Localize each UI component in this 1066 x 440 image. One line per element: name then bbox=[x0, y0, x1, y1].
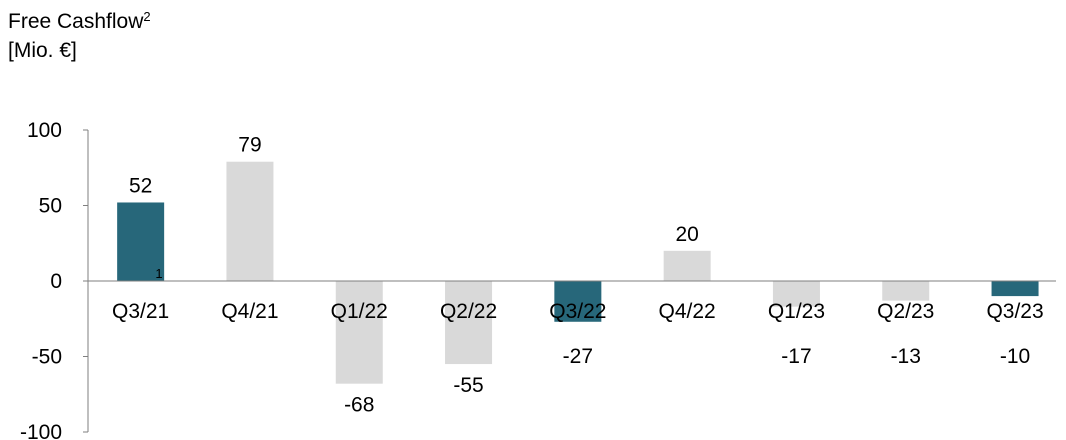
y-tick-label: 0 bbox=[50, 270, 62, 293]
x-tick-label: Q4/21 bbox=[221, 300, 278, 323]
bar-Q1-23 bbox=[772, 281, 820, 307]
data-label: -17 bbox=[781, 345, 811, 368]
x-tick-label: Q3/21 bbox=[112, 300, 169, 323]
footnote-marker: 1 bbox=[155, 266, 162, 281]
data-label: 52 bbox=[129, 174, 152, 197]
data-label: -13 bbox=[891, 345, 921, 368]
x-tick-label: Q2/23 bbox=[877, 300, 934, 323]
data-label: -10 bbox=[1000, 345, 1030, 368]
y-tick-label: -100 bbox=[20, 421, 62, 440]
x-tick-label: Q3/22 bbox=[549, 300, 606, 323]
chart-title-block: Free Cashflow2 [Mio. €] bbox=[8, 2, 151, 65]
data-label: 79 bbox=[238, 134, 261, 157]
x-tick-label: Q2/22 bbox=[440, 300, 497, 323]
bar-Q3-23 bbox=[991, 281, 1039, 297]
data-label: -68 bbox=[344, 394, 374, 417]
y-tick-label: -50 bbox=[32, 346, 62, 369]
chart-title: Free Cashflow2 bbox=[8, 2, 151, 36]
x-tick-label: Q3/23 bbox=[986, 300, 1043, 323]
bar-Q4-21 bbox=[226, 161, 274, 281]
data-label: 20 bbox=[675, 223, 698, 246]
bar-Q2-23 bbox=[882, 281, 930, 301]
bar-Q2-22 bbox=[445, 281, 493, 365]
bar-Q1-22 bbox=[335, 281, 383, 384]
data-label: -27 bbox=[563, 345, 593, 368]
x-tick-label: Q1/23 bbox=[768, 300, 825, 323]
bar-Q3-21 bbox=[117, 202, 165, 281]
title-footnote-marker: 2 bbox=[143, 9, 151, 24]
chart-unit: [Mio. €] bbox=[8, 39, 77, 62]
y-tick-label: 50 bbox=[39, 195, 62, 218]
bar-Q4-22 bbox=[663, 250, 711, 281]
data-label: -55 bbox=[453, 374, 483, 397]
y-tick-label: 100 bbox=[27, 119, 62, 142]
x-tick-label: Q1/22 bbox=[331, 300, 388, 323]
bar-Q3-22 bbox=[554, 281, 602, 322]
chart-title-text: Free Cashflow bbox=[8, 10, 144, 33]
x-tick-label: Q4/22 bbox=[659, 300, 716, 323]
